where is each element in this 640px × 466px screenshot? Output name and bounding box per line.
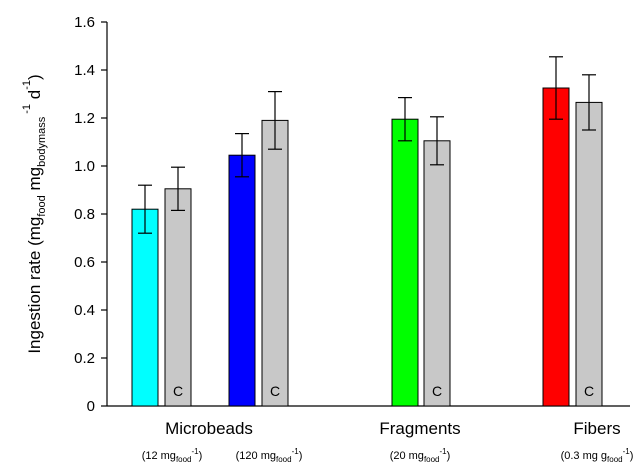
group-label: Fibers <box>573 419 620 438</box>
concentration-label: (120 mgfood-1) <box>236 447 303 464</box>
y-tick-label: 0.2 <box>74 350 95 367</box>
y-tick-label: 1.6 <box>74 14 95 31</box>
group-label: Microbeads <box>165 419 253 438</box>
control-marker: C <box>584 383 594 399</box>
control-bar <box>164 188 192 407</box>
y-axis-label: Ingestion rate (mgfood mgbodymass-1 d-1) <box>21 74 48 353</box>
control-bar <box>423 140 451 407</box>
y-tick-label: 0 <box>87 398 95 415</box>
treatment-bar <box>542 87 570 407</box>
y-tick-label: 1.4 <box>74 62 95 79</box>
concentration-label: (12 mgfood-1) <box>142 447 203 464</box>
y-tick-label: 1.2 <box>74 110 95 127</box>
control-marker: C <box>173 383 183 399</box>
y-tick-label: 1.0 <box>74 158 95 175</box>
treatment-bar <box>391 118 419 407</box>
y-tick-label: 0.8 <box>74 206 95 223</box>
concentration-label: (0.3 mg gfood-1) <box>561 447 634 464</box>
treatment-bar <box>131 208 159 407</box>
treatment-bar <box>228 154 256 407</box>
control-bar <box>261 119 289 407</box>
group-label: Fragments <box>379 419 460 438</box>
control-marker: C <box>432 383 442 399</box>
concentration-label: (20 mgfood-1) <box>390 447 451 464</box>
control-bar <box>575 101 603 407</box>
control-marker: C <box>270 383 280 399</box>
y-tick-label: 0.6 <box>74 254 95 271</box>
y-tick-label: 0.4 <box>74 302 95 319</box>
